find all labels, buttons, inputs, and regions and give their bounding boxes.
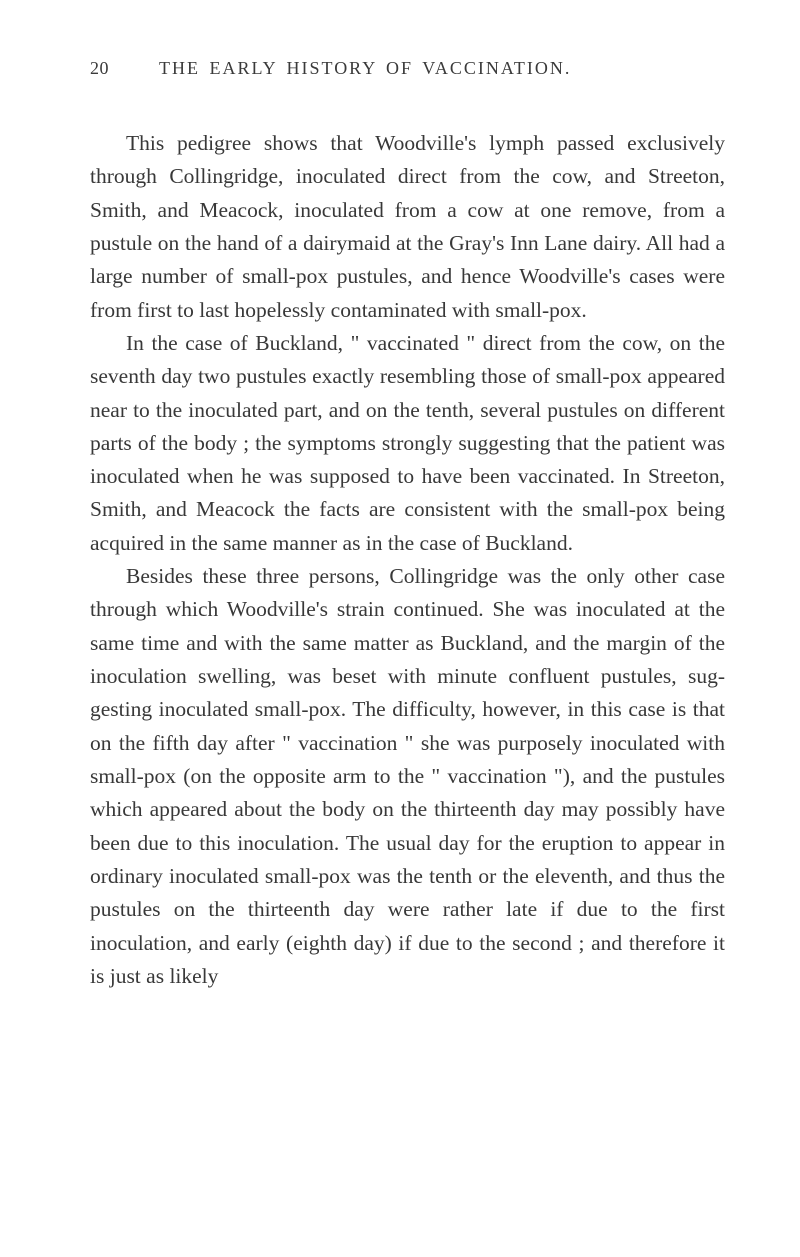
paragraph-1: This pedigree shows that Woodville's lym… bbox=[90, 127, 725, 327]
body-text-container: This pedigree shows that Woodville's lym… bbox=[90, 127, 725, 993]
page-header: 20 THE EARLY HISTORY OF VACCINATION. bbox=[90, 58, 725, 79]
paragraph-2: In the case of Buckland, " vaccinated " … bbox=[90, 327, 725, 560]
page-number: 20 bbox=[90, 58, 109, 79]
paragraph-3: Besides these three persons, Collingridg… bbox=[90, 560, 725, 993]
running-title: THE EARLY HISTORY OF VACCINATION. bbox=[159, 58, 571, 79]
